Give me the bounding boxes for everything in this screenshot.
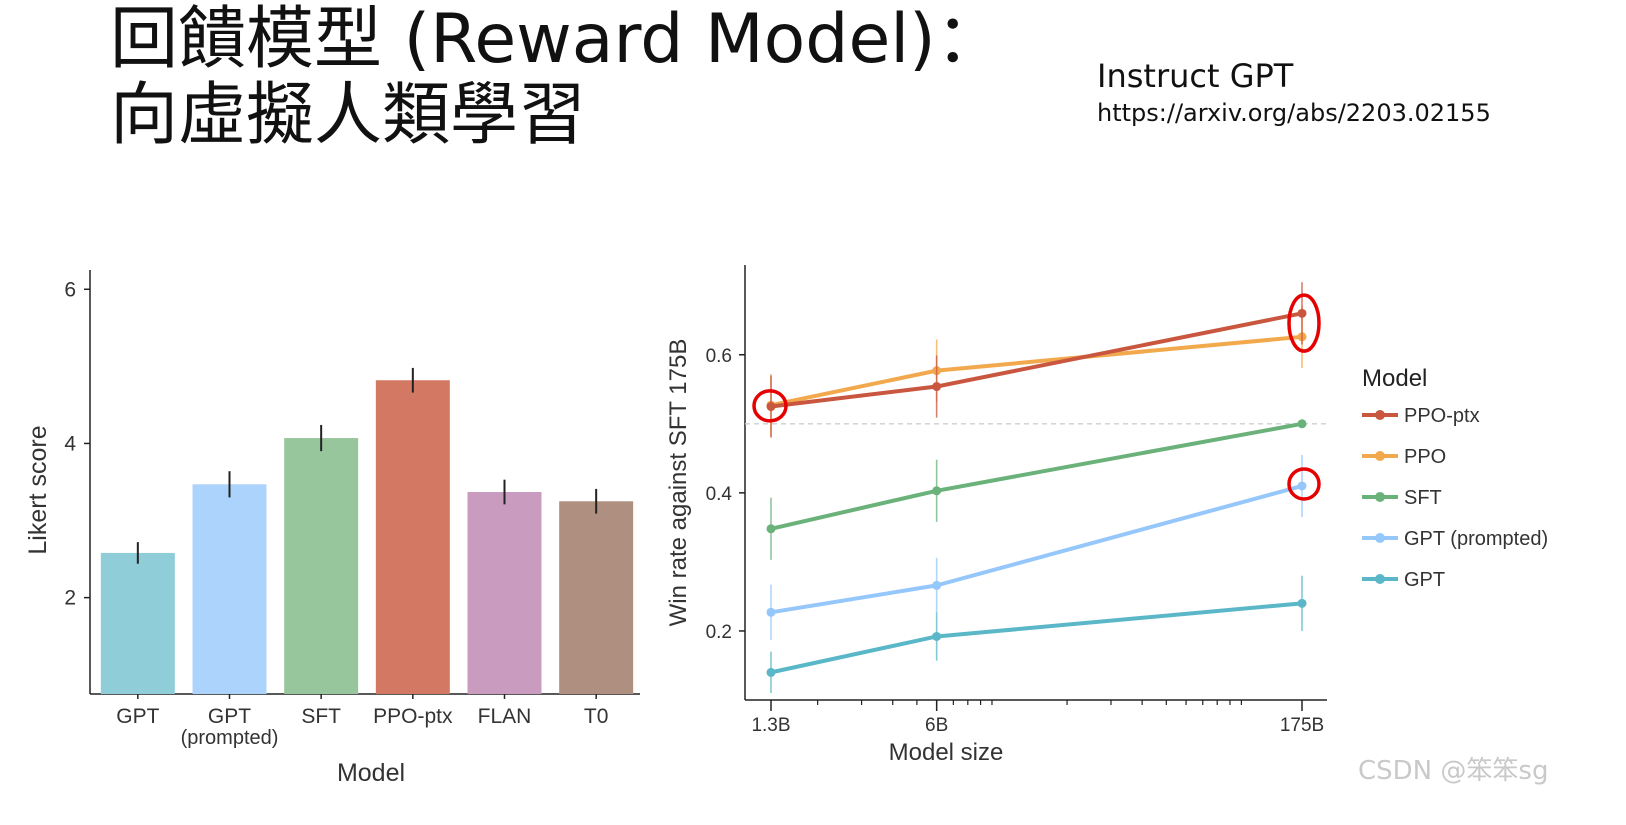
bar-x-tick-label: SFT: [301, 705, 341, 728]
bar-y-axis-title: Likert score: [24, 425, 52, 554]
series-point: [766, 667, 776, 677]
bar-x-axis-title: Model: [337, 759, 405, 787]
highlight-circle: [752, 389, 788, 423]
series-point: [1297, 308, 1307, 318]
series-point: [932, 631, 942, 641]
bar-x-tick-label: PPO-ptx: [373, 705, 453, 728]
bar-x-tick-label: T0: [584, 705, 609, 728]
series-point: [766, 607, 776, 617]
line-x-tick-label: 175B: [1280, 715, 1324, 736]
legend-label: SFT: [1404, 487, 1442, 509]
bar-y-tick-label: 4: [64, 432, 76, 455]
series-point: [766, 402, 776, 412]
legend-label: GPT (prompted): [1404, 528, 1548, 550]
series-point: [932, 580, 942, 590]
reference-block: Instruct GPT https://arxiv.org/abs/2203.…: [1097, 56, 1491, 130]
bar: [284, 438, 359, 694]
legend-swatch-point: [1375, 492, 1385, 502]
legend-label: GPT: [1404, 569, 1445, 591]
line-y-tick-label: 0.4: [706, 484, 733, 505]
legend-swatch-point: [1375, 410, 1385, 420]
line-x-axis-title: Model size: [889, 739, 1004, 766]
series-line: [770, 484, 1303, 615]
series-line: [770, 421, 1303, 531]
legend-label: PPO-ptx: [1404, 405, 1480, 427]
series-point: [1297, 481, 1307, 491]
bar: [467, 492, 542, 694]
legend-label: PPO: [1404, 446, 1446, 468]
legend-swatch-point: [1375, 451, 1385, 461]
bar-x-tick-sublabel: (prompted): [181, 727, 279, 749]
highlight-circle: [1287, 293, 1321, 353]
line-y-tick-label: 0.6: [706, 346, 732, 367]
bar: [559, 501, 634, 694]
bar-x-tick-label: FLAN: [478, 705, 532, 728]
slide-title-line-2: 向虛擬人類學習: [110, 76, 587, 155]
line-x-tick-label: 6B: [925, 715, 948, 736]
series-point: [1297, 598, 1307, 608]
legend-swatch-point: [1375, 574, 1385, 584]
line-y-axis-title: Win rate against SFT 175B: [665, 339, 692, 627]
bar-x-tick-label: GPT: [116, 705, 159, 728]
series-point: [1297, 419, 1307, 429]
bar-y-tick-label: 6: [64, 278, 76, 301]
series-point: [932, 382, 942, 392]
slide-title-line-1: 回饋模型 (Reward Model)：: [110, 0, 1004, 79]
line-y-tick-label: 0.2: [706, 622, 732, 643]
reference-url[interactable]: https://arxiv.org/abs/2203.02155: [1097, 99, 1491, 127]
line-x-tick-label: 1.3B: [751, 715, 790, 736]
bar: [100, 552, 175, 694]
series-line: [770, 601, 1303, 675]
highlight-circle: [1287, 467, 1321, 501]
series-point: [766, 524, 776, 534]
slide-title: 回饋模型 (Reward Model)： 向虛擬人類學習: [110, 2, 1004, 154]
bar: [192, 484, 267, 694]
legend-title: Model: [1362, 365, 1427, 392]
watermark: CSDN @笨笨sg: [1358, 756, 1549, 786]
bar: [375, 380, 450, 694]
bar-y-tick-label: 2: [64, 587, 76, 610]
series-point: [932, 486, 942, 496]
reference-name: Instruct GPT: [1097, 57, 1294, 95]
legend-swatch-point: [1375, 533, 1385, 543]
bar-x-tick-label: GPT: [208, 705, 251, 728]
